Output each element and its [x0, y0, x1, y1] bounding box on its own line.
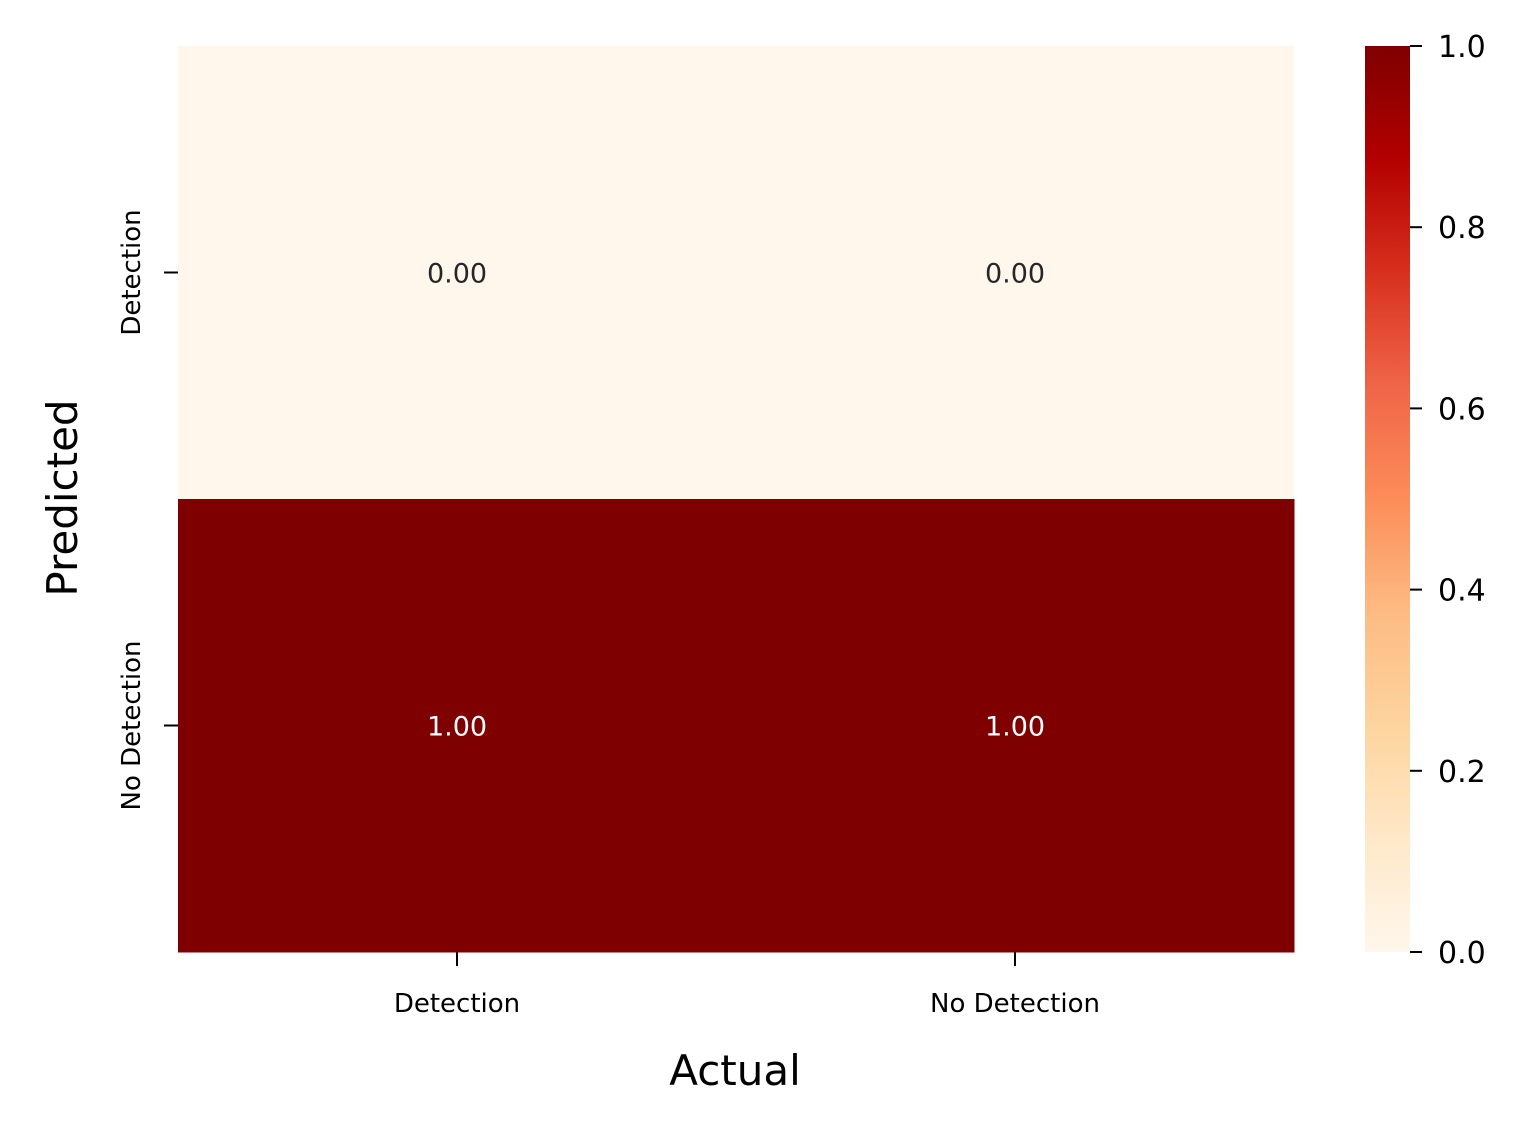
colorbar-tick-label: 0.8 — [1438, 211, 1486, 246]
y-tick-label: No Detection — [117, 641, 147, 811]
colorbar-ticks: 0.0 0.2 0.4 0.6 0.8 1.0 — [1410, 30, 1486, 971]
heatmap-cell — [178, 46, 737, 500]
cell-value-label: 1.00 — [427, 712, 487, 743]
colorbar-tick-label: 0.0 — [1438, 936, 1486, 971]
x-tick-label: No Detection — [930, 989, 1100, 1019]
y-axis-title: Predicted — [38, 399, 87, 596]
heatmap-cell — [736, 46, 1295, 500]
colorbar-tick-label: 1.0 — [1438, 30, 1486, 65]
x-tick-label: Detection — [394, 989, 520, 1019]
colorbar — [1365, 46, 1410, 952]
cell-value-label: 0.00 — [427, 259, 487, 290]
cell-value-label: 1.00 — [985, 712, 1045, 743]
colorbar-tick-label: 0.2 — [1438, 755, 1486, 790]
colorbar-tick-label: 0.4 — [1438, 574, 1486, 609]
heatmap-cell — [178, 499, 737, 953]
heatmap-cells: 0.00 0.00 1.00 1.00 — [178, 46, 1295, 953]
y-axis-ticks: Detection No Detection — [117, 209, 178, 810]
x-axis-title: Actual — [669, 1046, 801, 1095]
x-axis-ticks: Detection No Detection — [394, 952, 1100, 1019]
colorbar-tick-label: 0.6 — [1438, 392, 1486, 427]
y-tick-label: Detection — [117, 209, 147, 335]
heatmap-cell — [736, 499, 1295, 953]
cell-value-label: 0.00 — [985, 259, 1045, 290]
